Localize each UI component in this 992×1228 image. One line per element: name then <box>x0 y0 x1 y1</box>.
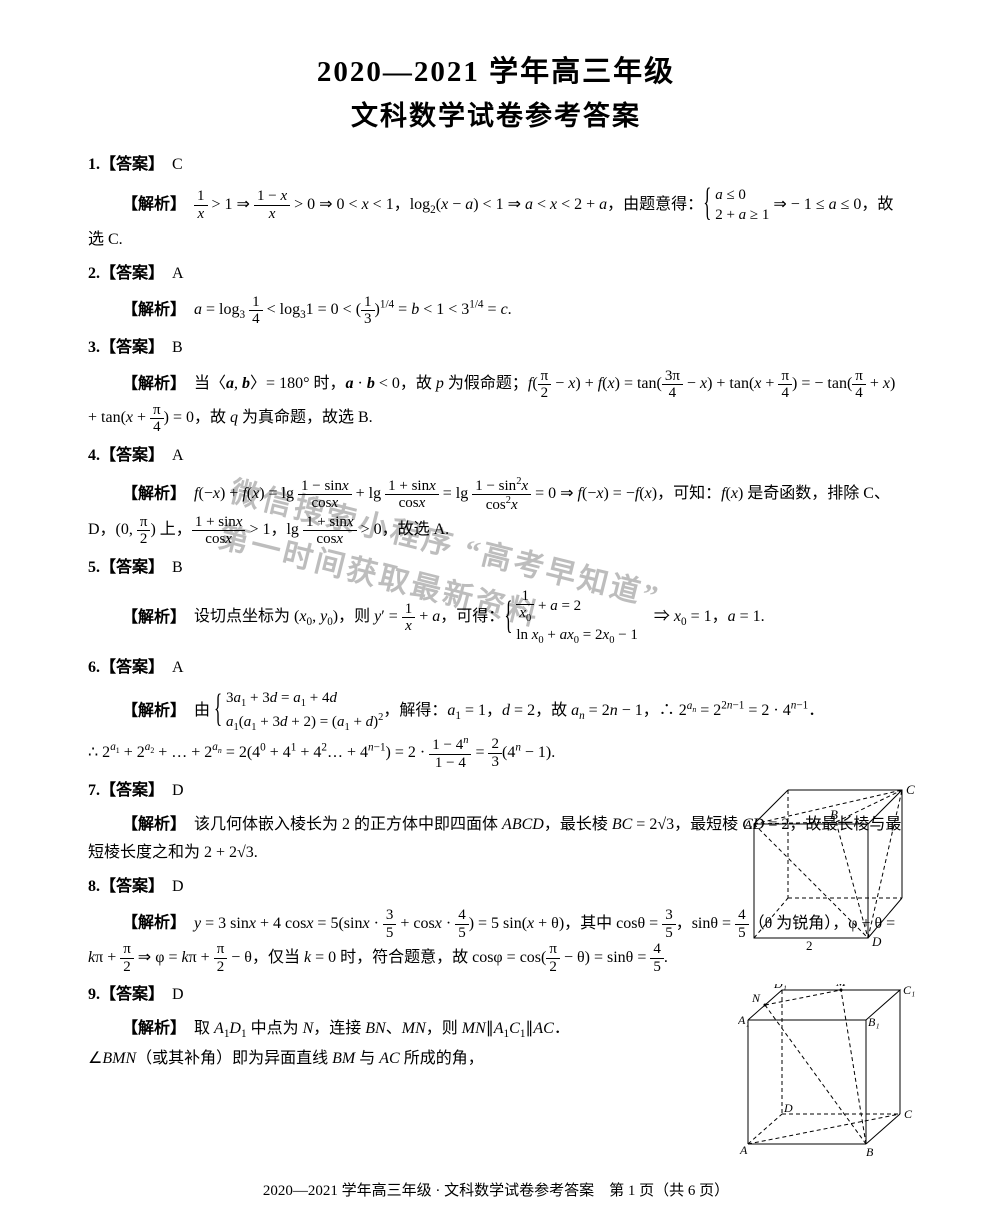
item-number: 2. <box>88 265 100 282</box>
svg-text:D₁: D₁ <box>773 984 787 991</box>
answer-tag: 【答案】 <box>100 447 156 464</box>
svg-text:B: B <box>866 1145 874 1158</box>
svg-text:N: N <box>751 991 761 1005</box>
answer-value: B <box>172 559 183 576</box>
answer-tag: 【答案】 <box>100 156 156 173</box>
answer-value: C <box>172 156 183 173</box>
answer-line: 5.【答案】 B <box>88 554 904 582</box>
exam-page: 2020—2021 学年高三年级 文科数学试卷参考答案 1.【答案】 C【解析】… <box>0 0 992 1228</box>
analysis-tag: 【解析】 <box>122 375 178 392</box>
figure-cube-2: A₁ B₁ C₁ D₁ M N A B C D <box>738 984 920 1158</box>
item-number: 9. <box>88 986 100 1003</box>
title-line-2: 文科数学试卷参考答案 <box>88 94 904 133</box>
answer-value: A <box>172 447 184 464</box>
analysis-tag: 【解析】 <box>122 1020 178 1037</box>
svg-text:B: B <box>830 807 838 822</box>
item-number: 6. <box>88 659 100 676</box>
answer-value: D <box>172 782 184 799</box>
svg-text:D: D <box>871 934 882 949</box>
answer-tag: 【答案】 <box>100 659 156 676</box>
item-number: 3. <box>88 339 100 356</box>
figure-cube-1: A B C D 2 <box>744 782 920 950</box>
answer-tag: 【答案】 <box>100 782 156 799</box>
answer-tag: 【答案】 <box>100 878 156 895</box>
analysis-line: 【解析】 f(−x) + f(x) = lg 1 − sinxcosx + lg… <box>88 476 904 548</box>
item-number: 4. <box>88 447 100 464</box>
svg-text:C₁: C₁ <box>903 984 915 997</box>
answer-line: 1.【答案】 C <box>88 151 904 179</box>
answer-tag: 【答案】 <box>100 559 156 576</box>
analysis-tag: 【解析】 <box>122 485 178 502</box>
answer-tag: 【答案】 <box>100 339 156 356</box>
svg-text:B₁: B₁ <box>868 1015 880 1029</box>
answer-value: A <box>172 265 184 282</box>
svg-text:C: C <box>906 782 915 797</box>
analysis-line: 【解析】 设切点坐标为 (x0, y0)，则 y′ = 1x + a，可得：1x… <box>88 588 904 648</box>
answer-value: B <box>172 339 183 356</box>
answer-line: 4.【答案】 A <box>88 442 904 470</box>
page-footer: 2020—2021 学年高三年级 · 文科数学试卷参考答案 第 1 页（共 6 … <box>0 1179 992 1200</box>
answer-line: 2.【答案】 A <box>88 260 904 288</box>
analysis-line: 【解析】 由 3a1 + 3d = a1 + 4da1(a1 + 3d + 2)… <box>88 688 904 771</box>
analysis-line: 【解析】 1x > 1 ⇒ 1 − xx > 0 ⇒ 0 < x < 1，log… <box>88 185 904 254</box>
answer-value: D <box>172 878 184 895</box>
item-number: 1. <box>88 156 100 173</box>
title-block: 2020—2021 学年高三年级 文科数学试卷参考答案 <box>88 48 904 133</box>
analysis-tag: 【解析】 <box>122 816 178 833</box>
analysis-line: 【解析】 当〈a, b〉= 180° 时，a · b < 0，故 p 为假命题；… <box>88 368 904 436</box>
svg-text:D: D <box>783 1101 793 1115</box>
answer-line: 6.【答案】 A <box>88 654 904 682</box>
analysis-tag: 【解析】 <box>122 301 178 318</box>
analysis-body: a = log3 14 < log31 = 0 < (13)1/4 = b < … <box>194 301 512 318</box>
item-number: 5. <box>88 559 100 576</box>
svg-text:A₁: A₁ <box>738 1013 750 1027</box>
svg-text:A: A <box>739 1143 748 1157</box>
analysis-tag: 【解析】 <box>122 702 178 719</box>
analysis-body: 1x > 1 ⇒ 1 − xx > 0 ⇒ 0 < x < 1，log2(x −… <box>88 196 893 248</box>
svg-text:C: C <box>904 1107 913 1121</box>
title-line-1: 2020—2021 学年高三年级 <box>88 48 904 90</box>
analysis-tag: 【解析】 <box>122 608 178 625</box>
analysis-tag: 【解析】 <box>122 915 178 932</box>
svg-text:M: M <box>835 984 847 989</box>
analysis-tag: 【解析】 <box>122 196 178 213</box>
analysis-body: 当〈a, b〉= 180° 时，a · b < 0，故 p 为假命题；f(π2 … <box>88 375 895 426</box>
answer-line: 3.【答案】 B <box>88 334 904 362</box>
analysis-body: 由 3a1 + 3d = a1 + 4da1(a1 + 3d + 2) = (a… <box>88 702 824 761</box>
analysis-body: f(−x) + f(x) = lg 1 − sinxcosx + lg 1 + … <box>88 485 890 538</box>
analysis-line: 【解析】 a = log3 14 < log31 = 0 < (13)1/4 =… <box>88 294 904 328</box>
svg-text:A: A <box>744 817 752 832</box>
item-number: 7. <box>88 782 100 799</box>
answer-tag: 【答案】 <box>100 265 156 282</box>
answer-tag: 【答案】 <box>100 986 156 1003</box>
svg-text:2: 2 <box>806 938 813 950</box>
analysis-body: 设切点坐标为 (x0, y0)，则 y′ = 1x + a，可得：1x0 + a… <box>194 608 765 625</box>
item-number: 8. <box>88 878 100 895</box>
answer-value: A <box>172 659 184 676</box>
answer-value: D <box>172 986 184 1003</box>
